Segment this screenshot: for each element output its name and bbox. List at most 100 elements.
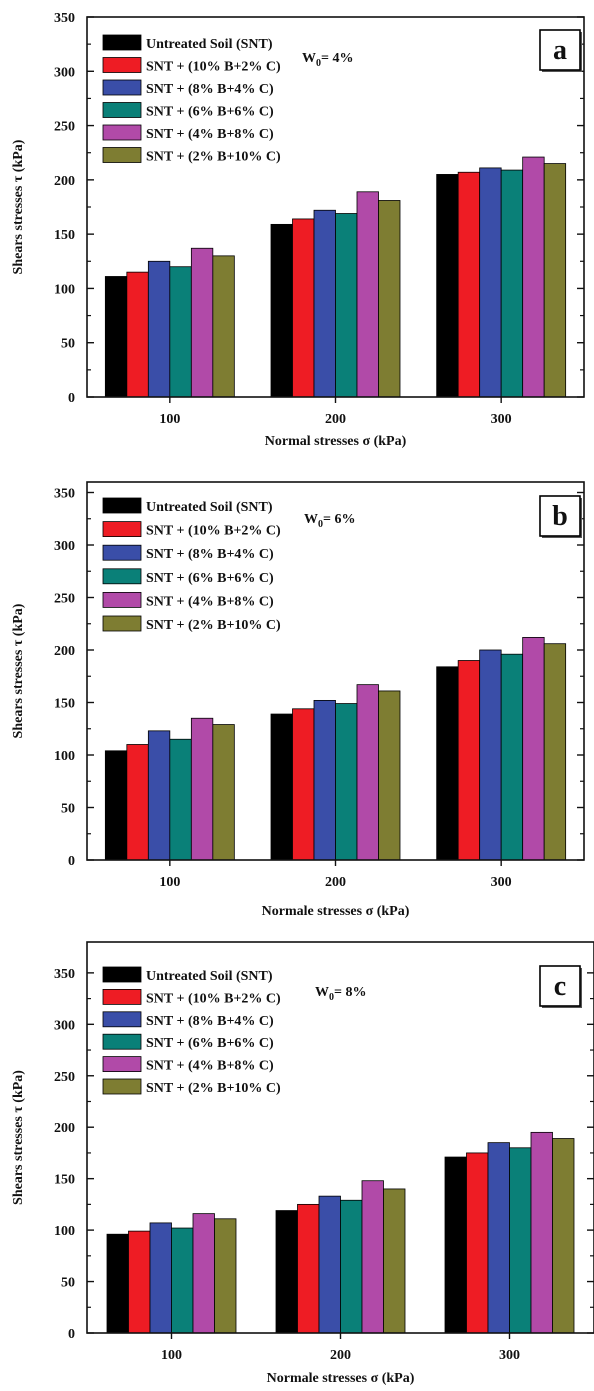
legend-label: SNT + (4% B+8% C) [146,127,274,142]
legend-label: SNT + (6% B+6% C) [146,571,274,586]
legend-label: SNT + (6% B+6% C) [146,105,274,120]
x-tick-label: 200 [330,1348,351,1363]
legend-swatch [102,124,142,141]
legend-swatch [102,592,142,608]
panel-label-box: b [539,495,582,538]
bar-2-200 [292,708,315,861]
y-tick-label: 150 [54,1173,75,1188]
panel-label-frame [539,965,581,1007]
legend: Untreated Soil (SNT) SNT + (10% B+2% C) SN… [102,966,281,1096]
y-tick-label: 300 [54,65,75,80]
y-tick-label: 100 [54,282,75,297]
bar-4-100 [169,266,192,398]
legend-swatch [102,1033,142,1050]
bar-1-300 [444,1156,467,1334]
y-tick-label: 350 [54,967,75,982]
bar-5-100 [190,717,214,861]
legend-item: SNT + (10% B+2% C) [102,57,281,75]
legend-label: SNT + (2% B+10% C) [146,1081,281,1096]
bar-6-200 [383,1188,406,1334]
x-tick-label: 300 [491,412,512,427]
bar-3-100 [147,730,171,861]
bar-3-100 [149,1222,172,1334]
moisture-label-main: W [315,985,329,1000]
bar-5-100 [190,247,214,398]
y-tick-label: 50 [61,337,75,352]
x-axis: 100 200 300 [161,1333,520,1363]
legend-swatch [102,989,142,1005]
bar-1-300 [436,666,459,861]
moisture-label: W0= 4% [302,51,353,69]
legend-item: SNT + (6% B+6% C) [102,1033,274,1051]
chart-a-svg: 0 50 100 150 200 250 300 350 100 200 300 Normal str… [11,11,585,449]
bar-6-100 [214,1218,237,1334]
bar-3-300 [487,1142,510,1334]
bar-2-200 [292,218,315,398]
panel-label-box: a [539,29,582,72]
y-axis-title: Shears stresses τ (kPa) [11,603,26,738]
bar-4-300 [500,169,524,398]
y-tick-label: 350 [54,11,75,26]
x-axis: 100 200 300 [159,397,512,427]
legend-label: Untreated Soil (SNT) [146,37,273,52]
legend-label: SNT + (4% B+8% C) [146,594,274,609]
y-tick-label: 300 [54,1018,75,1033]
legend-swatch [102,79,142,96]
bar-1-100 [104,750,128,861]
bars-group [106,1131,575,1334]
bar-1-300 [436,174,459,398]
bar-2-100 [126,271,149,398]
legend-swatch [102,1078,142,1095]
legend: Untreated Soil (SNT) SNT + (10% B+2% C) SN… [102,497,281,633]
bar-5-300 [522,636,545,861]
y-tick-label: 350 [54,487,75,502]
legend-swatch [102,521,142,537]
bar-4-100 [169,738,192,861]
bar-6-300 [543,643,567,861]
bar-5-300 [530,1131,553,1334]
panel-label-frame [539,495,581,537]
moisture-label-main: W [304,512,318,527]
legend-item: Untreated Soil (SNT) [102,34,273,52]
y-tick-label: 300 [54,539,75,554]
moisture-label-rest: = 8% [334,985,366,1000]
legend-label: SNT + (8% B+4% C) [146,1014,274,1029]
legend-item: SNT + (10% B+2% C) [102,521,281,539]
y-tick-label: 50 [61,1276,75,1291]
bar-2-200 [297,1203,320,1334]
y-tick-label: 200 [54,1121,75,1136]
x-tick-label: 300 [499,1348,520,1363]
legend-swatch [102,34,142,51]
bar-5-100 [192,1213,215,1334]
moisture-label-rest: = 6% [323,512,355,527]
bar-2-100 [128,1230,151,1334]
chart-panel-b: 0 50 100 150 200 250 300 350 100 200 300 Normale st… [0,468,594,919]
panel-label: a [553,35,567,66]
bar-5-200 [356,684,379,861]
bars-group [104,636,567,861]
x-axis-title: Normal stresses σ (kPa) [265,434,407,449]
y-tick-label: 0 [68,391,75,406]
panel-label: b [552,501,568,532]
bar-4-300 [500,653,524,861]
y-tick-label: 100 [54,749,75,764]
legend-swatch [102,615,142,632]
legend-label: SNT + (8% B+4% C) [146,547,274,562]
legend-item: SNT + (4% B+8% C) [102,592,274,609]
chart-panel-c: 0 50 100 150 200 250 300 350 100 200 300 Normale st… [0,928,594,1391]
legend-label: SNT + (10% B+2% C) [146,991,281,1006]
bar-4-100 [171,1227,194,1334]
legend-item: SNT + (2% B+10% C) [102,147,281,165]
legend-swatch [102,147,142,163]
legend-swatch [102,1011,142,1028]
bar-3-300 [479,167,502,398]
bar-6-200 [378,200,401,398]
bar-5-300 [522,156,545,398]
bar-6-100 [212,724,235,861]
legend-label: SNT + (6% B+6% C) [146,1036,274,1051]
bar-3-200 [313,209,336,398]
legend-item: Untreated Soil (SNT) [102,497,273,515]
y-axis-title: Shears stresses τ (kPa) [11,1070,26,1205]
bars-group [104,156,567,398]
panel-label-frame [539,29,581,71]
